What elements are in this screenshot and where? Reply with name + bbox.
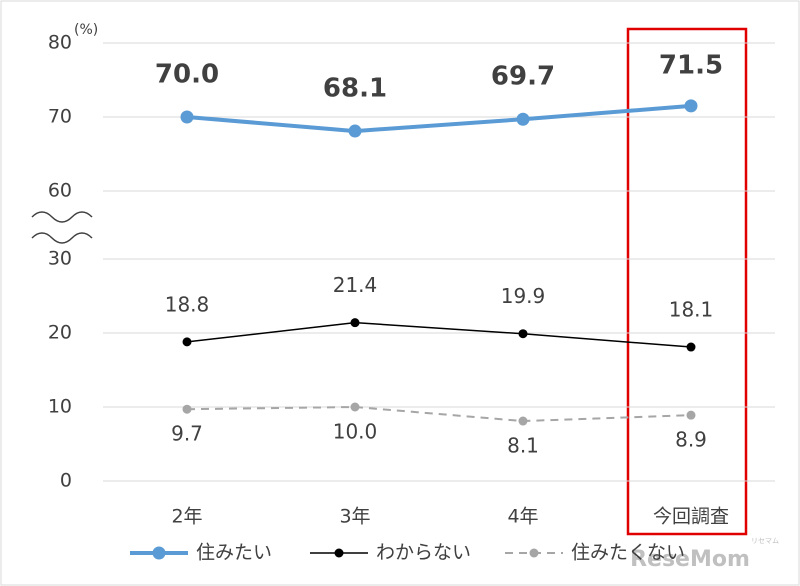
- data-point: [182, 404, 192, 414]
- watermark-small: リセマム: [751, 537, 779, 545]
- data-point: [518, 416, 528, 426]
- watermark: ReseMom: [630, 547, 750, 572]
- legend-marker: [529, 548, 539, 558]
- axis-break: [31, 232, 93, 244]
- data-point: [516, 112, 530, 126]
- data-label: 8.1: [507, 434, 539, 458]
- series-line: [186, 321, 692, 348]
- y-tick-label: 0: [60, 470, 72, 492]
- data-label: 71.5: [659, 50, 723, 80]
- legend-label: わからない: [376, 542, 471, 564]
- y-tick-label: 30: [48, 248, 72, 270]
- series-line: [186, 405, 692, 423]
- data-point: [348, 124, 362, 138]
- series-line: [186, 103, 692, 134]
- y-tick-label: 70: [48, 106, 72, 128]
- x-tick-label: 4年: [507, 506, 538, 528]
- legend-label: 住みたい: [196, 542, 272, 564]
- data-point: [686, 410, 696, 420]
- data-point: [686, 342, 696, 352]
- data-point: [180, 110, 194, 124]
- y-tick-label: 60: [48, 180, 72, 202]
- highlight-box: [626, 27, 748, 536]
- data-label: 68.1: [323, 74, 387, 104]
- data-label: 19.9: [501, 284, 546, 308]
- y-tick-label: 20: [48, 322, 72, 344]
- data-label: 10.0: [333, 420, 378, 444]
- legend-marker: [152, 546, 166, 560]
- legend-label: 住みたくない: [571, 542, 685, 564]
- data-label: 9.7: [171, 422, 203, 446]
- x-tick-label: 2年: [171, 506, 202, 528]
- y-unit: (%): [74, 22, 98, 38]
- data-point: [350, 402, 360, 412]
- data-label: 69.7: [491, 62, 555, 92]
- data-point: [350, 318, 360, 328]
- axis-break: [31, 211, 93, 223]
- data-label: 70.0: [155, 60, 219, 90]
- data-label: 18.1: [669, 298, 714, 322]
- y-tick-label: 80: [48, 32, 72, 54]
- data-point: [684, 99, 698, 113]
- x-tick-label: 3年: [339, 506, 370, 528]
- legend-marker: [334, 548, 344, 558]
- y-tick-label: 10: [48, 396, 72, 418]
- data-point: [518, 329, 528, 339]
- data-label: 8.9: [675, 428, 707, 452]
- data-point: [182, 337, 192, 347]
- x-tick-label: 今回調査: [653, 506, 729, 528]
- data-label: 18.8: [165, 292, 210, 316]
- data-label: 21.4: [333, 273, 378, 297]
